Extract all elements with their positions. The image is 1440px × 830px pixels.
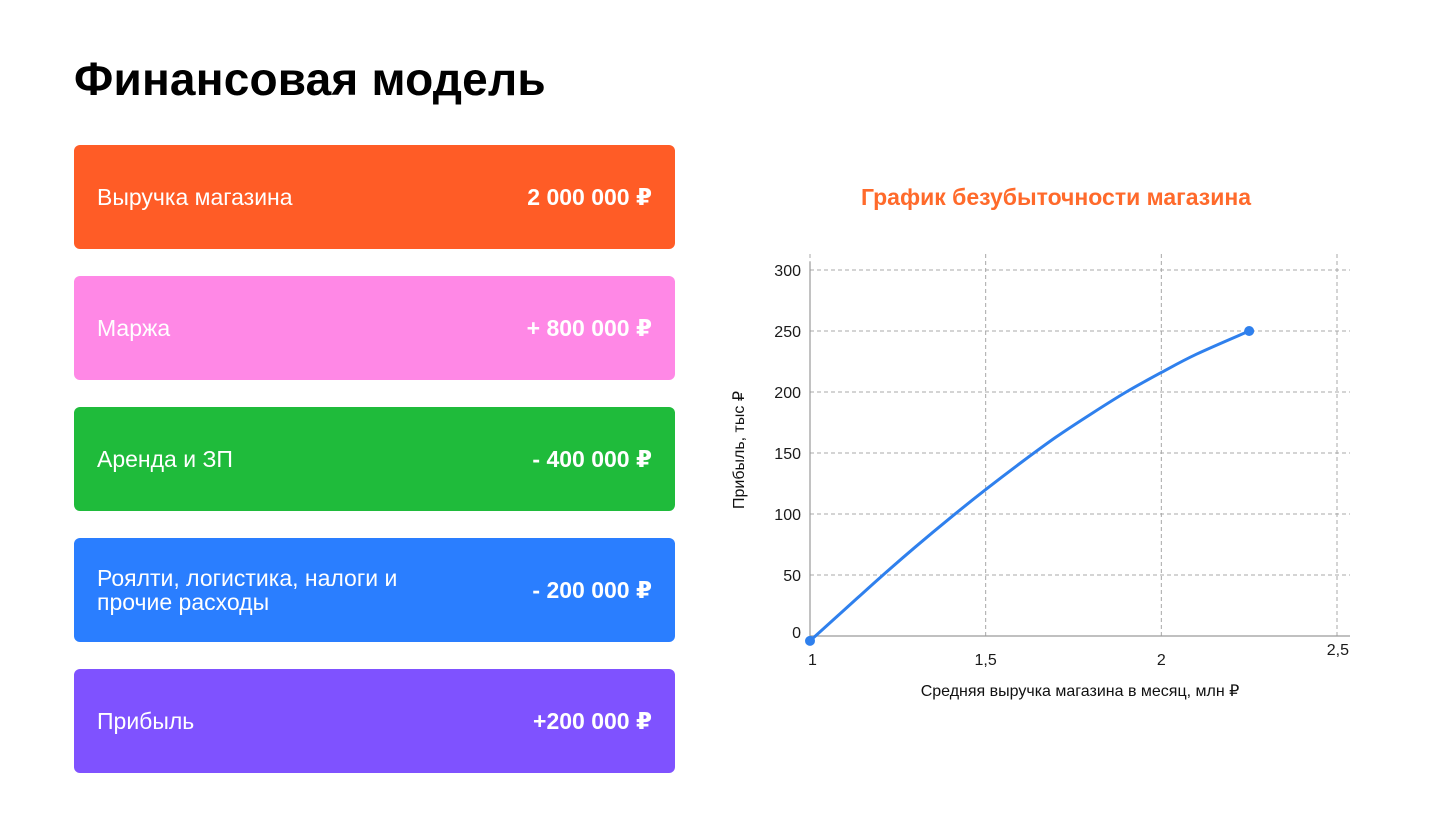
y-tick-label: 300 <box>774 263 801 280</box>
y-tick-label: 200 <box>774 385 801 402</box>
card-value: + 800 000 ₽ <box>526 314 652 341</box>
breakeven-chart: 0 50 100 150 200 250 300 1 1,5 2 2,5 Средняя выручк… <box>731 254 1350 700</box>
card-value: 2 000 000 ₽ <box>527 183 652 210</box>
card-value: +200 000 ₽ <box>533 707 652 734</box>
y-axis-title: Прибыль, тыс ₽ <box>731 391 748 509</box>
card-value: - 400 000 ₽ <box>532 445 652 472</box>
card-value: - 200 000 ₽ <box>532 576 652 603</box>
page-title: Финансовая модель <box>74 53 546 105</box>
x-tick-label: 1 <box>808 652 817 669</box>
card-label: Прибыль <box>97 707 195 734</box>
metrics-list: Выручка магазина 2 000 000 ₽ Маржа + 800… <box>74 145 675 800</box>
series-line <box>808 329 1251 643</box>
y-tick-label: 100 <box>774 507 801 524</box>
series-end-point <box>1244 326 1255 336</box>
y-tick-label: 0 <box>792 625 801 642</box>
x-axis-title: Средняя выручка магазина в месяц, млн ₽ <box>921 683 1240 700</box>
card-label: Выручка магазина <box>97 183 293 210</box>
card-revenue: Выручка магазина 2 000 000 ₽ <box>74 145 675 249</box>
card-label: Маржа <box>97 314 171 341</box>
card-label: Аренда и ЗП <box>97 445 233 472</box>
y-tick-label: 50 <box>783 568 801 585</box>
chart-title: График безубыточности магазина <box>860 184 1252 210</box>
x-tick-label: 2,5 <box>1327 642 1349 659</box>
x-tick-label: 1,5 <box>975 652 997 669</box>
card-profit: Прибыль +200 000 ₽ <box>74 669 675 773</box>
card-other-expenses: Роялти, логистика, налоги и прочие расхо… <box>74 538 675 642</box>
x-tick-label: 2 <box>1157 652 1166 669</box>
series-start-point <box>805 635 815 646</box>
card-label: Роялти, логистика, налоги и прочие расхо… <box>97 564 398 615</box>
card-margin: Маржа + 800 000 ₽ <box>74 276 675 380</box>
y-tick-label: 250 <box>774 324 801 341</box>
card-rent-salary: Аренда и ЗП - 400 000 ₽ <box>74 407 675 511</box>
y-tick-label: 150 <box>774 446 801 463</box>
